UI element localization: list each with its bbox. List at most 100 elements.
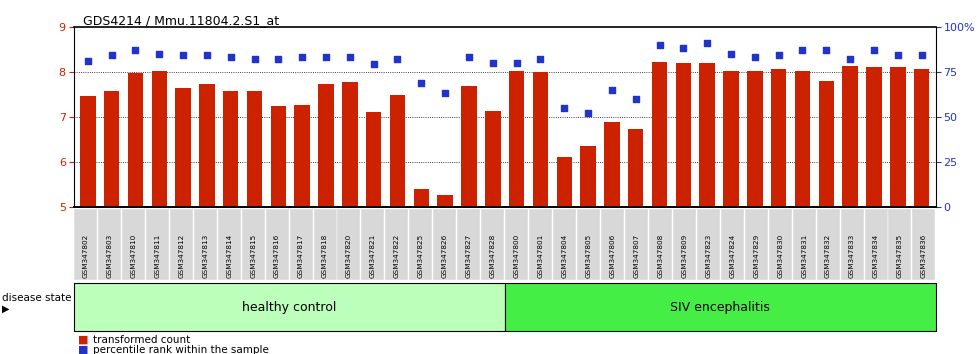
Text: GSM347827: GSM347827 (466, 234, 471, 278)
Point (342, 55, 358, 60)
Bar (437, 195, 453, 207)
Bar (818, 81, 834, 207)
Point (104, 53, 120, 58)
Point (628, 96, 644, 102)
Point (390, 56, 406, 62)
Bar (366, 112, 381, 207)
Bar (795, 71, 810, 207)
Text: GSM347810: GSM347810 (130, 234, 136, 278)
Text: GSM347826: GSM347826 (442, 234, 448, 278)
Bar (80, 96, 95, 207)
Bar (914, 69, 929, 207)
Text: GSM347820: GSM347820 (346, 234, 352, 278)
Text: GSM347806: GSM347806 (610, 234, 615, 278)
Bar (294, 105, 310, 207)
Text: GSM347832: GSM347832 (825, 234, 831, 278)
Point (795, 47, 810, 53)
Text: GSM347833: GSM347833 (849, 234, 856, 278)
Bar (270, 106, 286, 207)
Point (866, 47, 882, 53)
Text: GSM347812: GSM347812 (178, 234, 184, 278)
Text: GSM347818: GSM347818 (322, 234, 328, 278)
Bar (628, 130, 644, 207)
Bar (199, 84, 215, 207)
Text: GSM347816: GSM347816 (274, 234, 280, 278)
Text: GSM347807: GSM347807 (633, 234, 640, 278)
Point (437, 91, 453, 96)
Bar (485, 112, 501, 207)
Text: ■: ■ (78, 345, 89, 354)
Bar (152, 71, 167, 207)
Point (913, 53, 929, 58)
Bar (652, 62, 667, 207)
Point (890, 53, 906, 58)
Text: GSM347823: GSM347823 (706, 234, 711, 278)
Bar (462, 86, 476, 207)
Text: GSM347813: GSM347813 (202, 234, 209, 278)
Text: GSM347801: GSM347801 (538, 234, 544, 278)
Text: GSM347828: GSM347828 (490, 234, 496, 278)
Text: GSM347830: GSM347830 (777, 234, 783, 278)
Text: GSM347800: GSM347800 (514, 234, 519, 278)
Point (199, 53, 215, 58)
Text: percentile rank within the sample: percentile rank within the sample (93, 345, 269, 354)
Bar (533, 72, 548, 207)
Text: GSM347811: GSM347811 (154, 234, 161, 278)
Point (509, 60, 524, 65)
Bar (509, 71, 524, 207)
Text: GSM347808: GSM347808 (658, 234, 663, 278)
Point (175, 53, 191, 58)
Bar (866, 67, 882, 207)
Point (723, 51, 739, 56)
Point (414, 80, 429, 85)
Point (700, 40, 715, 46)
Point (462, 55, 477, 60)
Bar (414, 189, 429, 207)
Point (532, 56, 548, 62)
Point (222, 55, 238, 60)
Point (485, 60, 501, 65)
Point (818, 47, 834, 53)
Point (557, 105, 572, 110)
Text: GSM347835: GSM347835 (897, 234, 903, 278)
Text: GDS4214 / Mmu.11804.2.S1_at: GDS4214 / Mmu.11804.2.S1_at (83, 14, 279, 27)
Bar (247, 91, 263, 207)
Bar (723, 71, 739, 207)
Point (842, 56, 858, 62)
Text: GSM347802: GSM347802 (82, 234, 88, 278)
Text: GSM347831: GSM347831 (801, 234, 808, 278)
Point (294, 55, 310, 60)
Text: ▶: ▶ (2, 304, 10, 314)
Text: GSM347834: GSM347834 (873, 234, 879, 278)
Bar (342, 82, 358, 207)
Text: GSM347821: GSM347821 (369, 234, 376, 278)
Point (675, 45, 691, 51)
Text: GSM347809: GSM347809 (681, 234, 687, 278)
Bar (318, 84, 334, 207)
Point (247, 56, 263, 62)
Bar (771, 69, 786, 207)
Text: healthy control: healthy control (242, 301, 336, 314)
Point (747, 55, 762, 60)
Text: GSM347815: GSM347815 (250, 234, 256, 278)
Bar (890, 67, 906, 207)
Text: GSM347803: GSM347803 (107, 234, 113, 278)
Text: GSM347822: GSM347822 (394, 234, 400, 278)
Bar (557, 158, 572, 207)
Text: GSM347836: GSM347836 (921, 234, 927, 278)
Bar (604, 122, 619, 207)
Text: GSM347824: GSM347824 (729, 234, 735, 278)
Point (318, 55, 334, 60)
Bar (700, 63, 715, 207)
Text: ■: ■ (78, 335, 89, 345)
Bar (843, 66, 858, 207)
Text: GSM347804: GSM347804 (562, 234, 567, 278)
Point (771, 53, 787, 58)
Bar (675, 63, 691, 207)
Text: GSM347814: GSM347814 (226, 234, 232, 278)
Point (127, 47, 143, 53)
Bar (127, 74, 143, 207)
Text: GSM347825: GSM347825 (417, 234, 424, 278)
Bar (580, 146, 596, 207)
Text: GSM347817: GSM347817 (298, 234, 304, 278)
